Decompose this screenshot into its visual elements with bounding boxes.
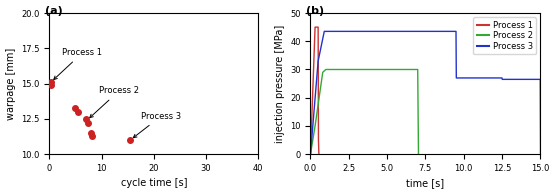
Point [82,117,90,120]
Text: (b): (b) [306,6,324,16]
Process 3 [498,77,505,79]
Point [126,139,135,142]
Process 3 [307,153,314,155]
X-axis label: time [s]: time [s] [406,178,445,188]
Process 1 [315,26,321,28]
Point [47,81,56,84]
Process 3 [453,77,460,79]
Process 2 [322,68,329,71]
Line: Process 3: Process 3 [310,31,541,154]
Process 2 [327,68,334,71]
Process 1 [307,153,314,155]
Process 3 [321,30,327,33]
Process 2 [415,153,422,155]
Process 2 [307,153,314,155]
Line: Process 1: Process 1 [310,27,319,154]
Process 2 [330,68,337,71]
Process 2 [312,125,319,127]
Process 3 [499,78,506,81]
X-axis label: cycle time [s]: cycle time [s] [120,178,187,188]
Process 3 [315,60,321,62]
Process 3 [537,78,543,81]
Point [88,134,97,137]
Text: (a): (a) [45,6,63,16]
Point [71,106,80,109]
Text: Process 1: Process 1 [54,48,102,80]
Point [47,83,56,87]
Text: Process 2: Process 2 [90,87,139,118]
Process 1 [312,26,319,28]
Process 2 [320,71,326,74]
Process 3 [322,30,329,33]
Process 3 [537,153,544,155]
Y-axis label: injection pressure [MPa]: injection pressure [MPa] [275,24,285,143]
Text: Process 3: Process 3 [133,112,181,138]
Point [84,122,93,125]
Process 2 [415,68,421,71]
Process 3 [453,30,460,33]
Line: Process 2: Process 2 [310,69,418,154]
Process 1 [316,153,322,155]
Point [87,132,95,135]
Legend: Process 1, Process 2, Process 3: Process 1, Process 2, Process 3 [473,17,536,54]
Y-axis label: warpage [mm]: warpage [mm] [6,48,16,120]
Point [74,110,83,113]
Process 1 [315,139,322,141]
